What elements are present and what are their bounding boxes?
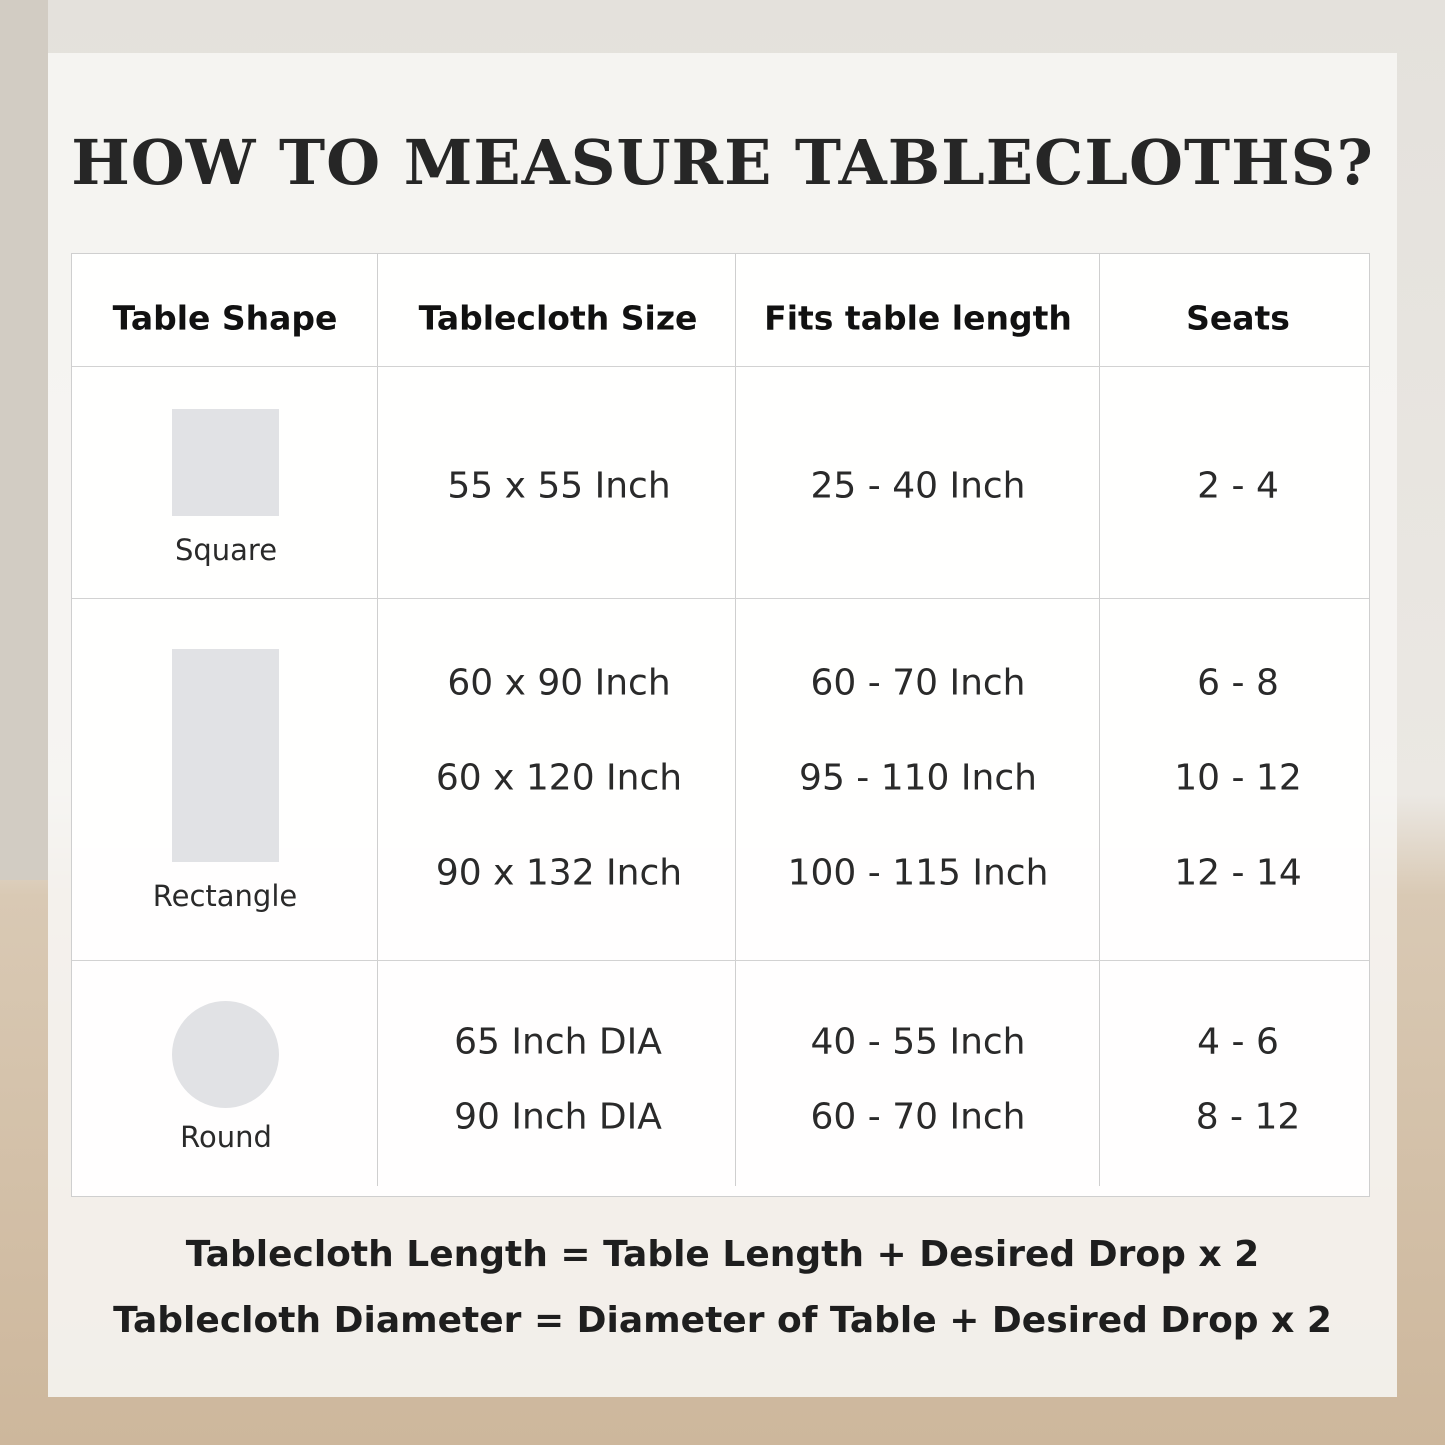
size-cell: 65 Inch DIA — [454, 1021, 662, 1063]
fits-cell: 95 - 110 Inch — [799, 757, 1037, 799]
shape-label: Round — [180, 1120, 272, 1154]
size-cell: 55 x 55 Inch — [447, 465, 671, 507]
size-cell: 60 x 120 Inch — [435, 757, 683, 799]
row-divider — [72, 960, 1369, 961]
seats-cell: 4 - 6 — [1197, 1021, 1279, 1063]
seats-cell: 6 - 8 — [1197, 662, 1279, 704]
circle-shape-icon — [172, 1001, 279, 1108]
column-divider — [735, 254, 736, 1186]
shape-label: Rectangle — [152, 879, 298, 913]
column-divider — [1099, 254, 1100, 1186]
row-divider — [72, 366, 1369, 367]
length-formula: Tablecloth Length = Table Length + Desir… — [185, 1234, 1260, 1275]
rectangle-shape-icon — [172, 649, 279, 862]
header-fits-table-length: Fits table length — [764, 298, 1072, 338]
fits-cell: 100 - 115 Inch — [787, 852, 1049, 894]
seats-cell: 8 - 12 — [1195, 1096, 1301, 1138]
fits-cell: 25 - 40 Inch — [810, 465, 1026, 507]
size-cell: 90 Inch DIA — [454, 1096, 662, 1138]
column-divider — [377, 254, 378, 1186]
fits-cell: 60 - 70 Inch — [810, 1096, 1026, 1138]
square-shape-icon — [172, 409, 279, 516]
size-cell: 60 x 90 Inch — [447, 662, 671, 704]
background-wall — [0, 0, 48, 880]
seats-cell: 2 - 4 — [1197, 465, 1279, 507]
header-seats: Seats — [1186, 298, 1290, 338]
diameter-formula: Tablecloth Diameter = Diameter of Table … — [113, 1300, 1332, 1341]
seats-cell: 10 - 12 — [1174, 757, 1302, 799]
size-table: Table Shape Tablecloth Size Fits table l… — [71, 253, 1370, 1197]
fits-cell: 40 - 55 Inch — [810, 1021, 1026, 1063]
row-divider — [72, 598, 1369, 599]
seats-cell: 12 - 14 — [1174, 852, 1302, 894]
shape-label: Square — [174, 533, 278, 567]
header-tablecloth-size: Tablecloth Size — [418, 298, 698, 338]
header-table-shape: Table Shape — [112, 298, 338, 338]
page-title: HOW TO MEASURE TABLECLOTHS? — [71, 126, 1374, 199]
fits-cell: 60 - 70 Inch — [810, 662, 1026, 704]
size-cell: 90 x 132 Inch — [435, 852, 683, 894]
